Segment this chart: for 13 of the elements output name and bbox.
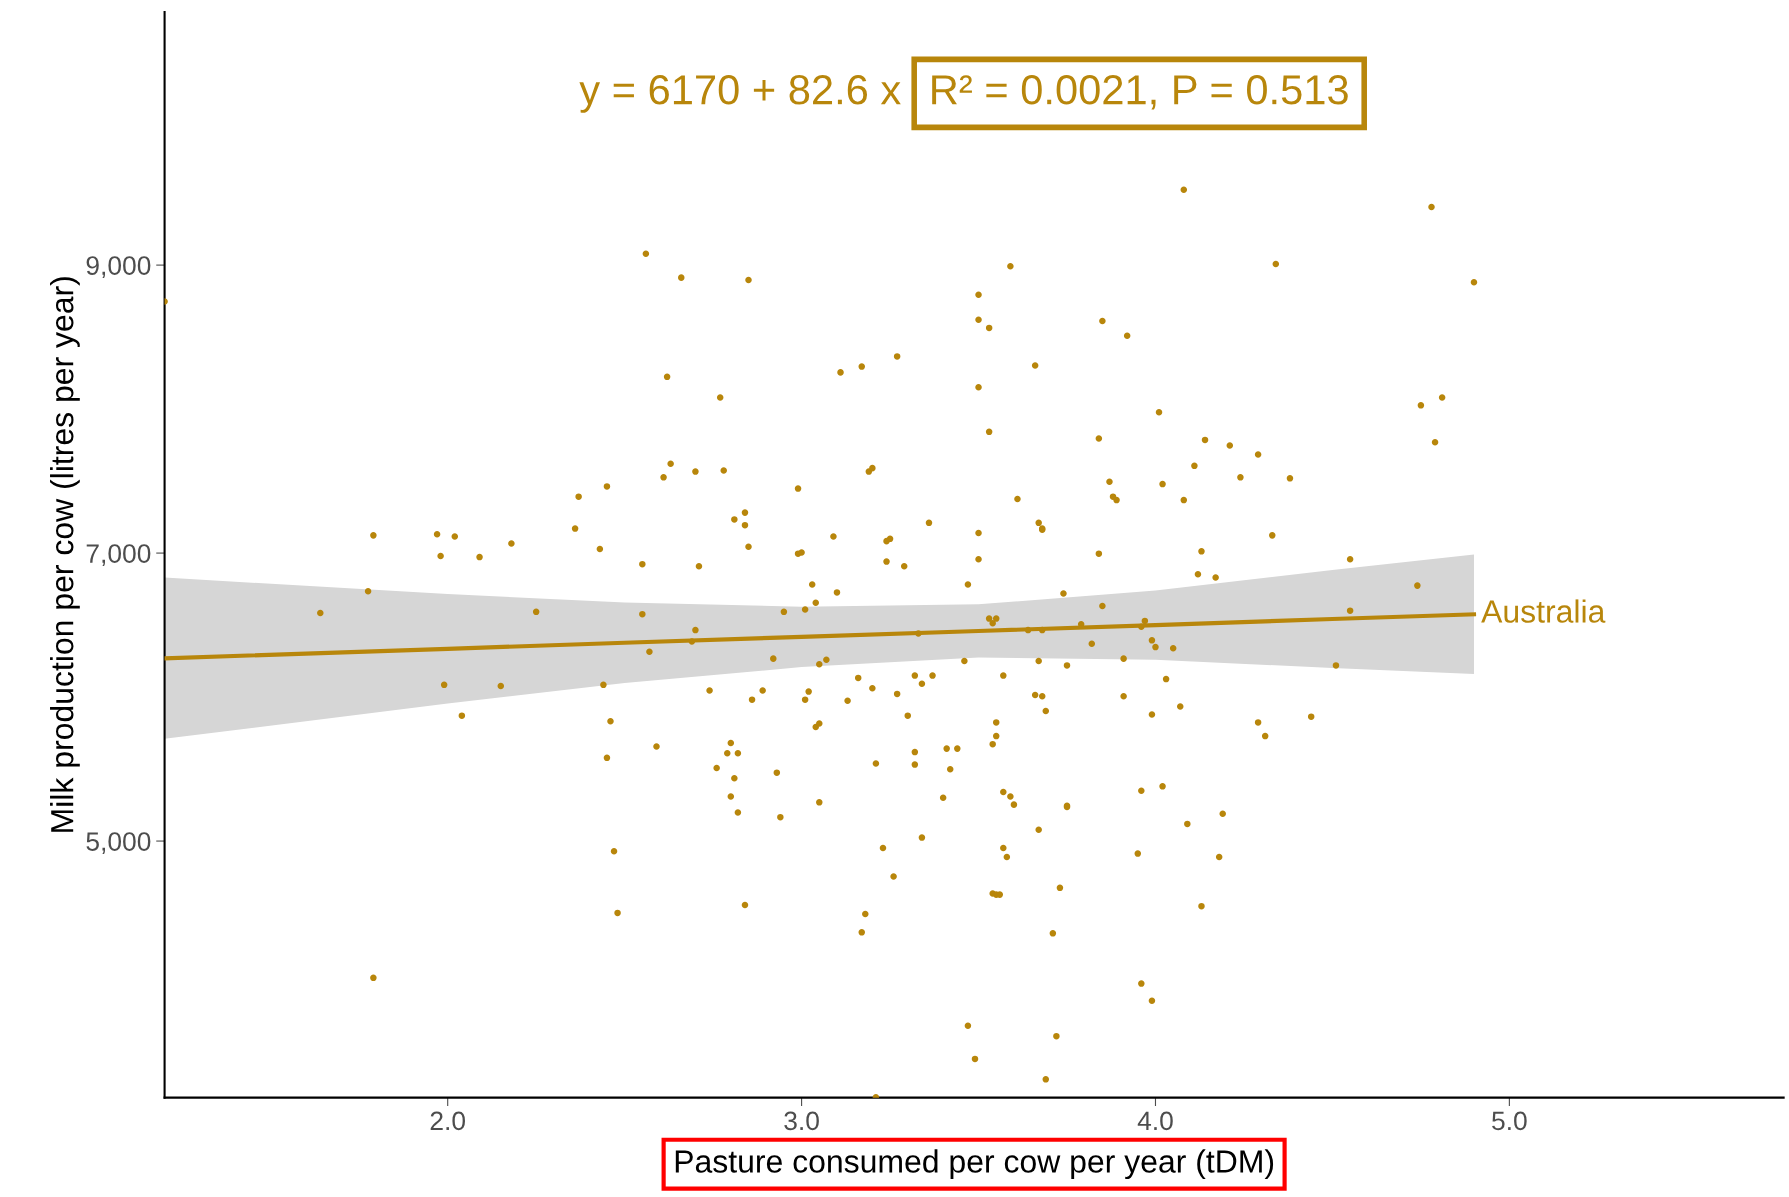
x-axis-title: Pasture consumed per cow per year (tDM)	[675, 1149, 1274, 1180]
annotation: y = 6170 + 82.6 x	[579, 75, 901, 113]
y-tick-label: 7,000	[86, 544, 151, 567]
y-tick-label: 9,000	[86, 256, 151, 279]
y-axis-title: Milk production per cow (litres per year)	[50, 277, 80, 832]
line-series	[164, 612, 1477, 661]
x-tick-label: 2.0	[430, 1111, 466, 1131]
y-tick-label: 5,000	[86, 832, 151, 854]
x-tick-label: 4.0	[1137, 1111, 1173, 1131]
x-tick-label: 5.0	[1492, 1111, 1527, 1131]
x-tick-label: 3.0	[784, 1111, 819, 1131]
series-label: Australia	[1481, 599, 1606, 623]
annotation: R² = 0.0021, P = 0.513	[932, 75, 1348, 110]
